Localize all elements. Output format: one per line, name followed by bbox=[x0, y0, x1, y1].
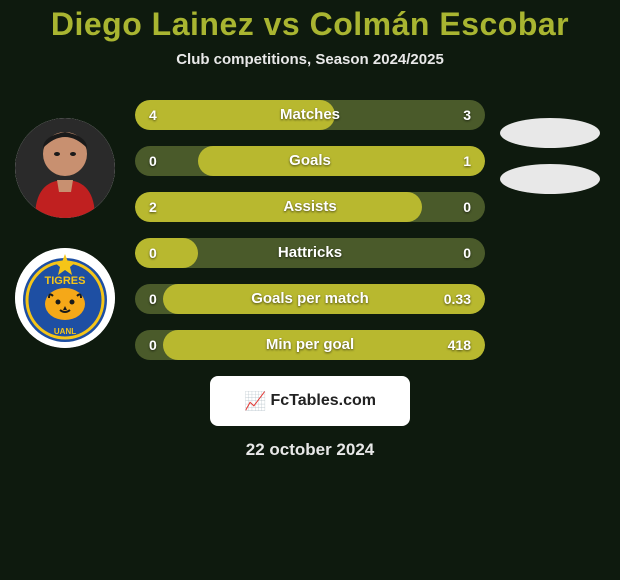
brand-pill: 📈 FcTables.com bbox=[210, 376, 410, 426]
subtitle: Club competitions, Season 2024/2025 bbox=[0, 51, 620, 68]
comparison-content: TIGRES UANL 43Matches 01Goals 20Assists 00H… bbox=[0, 100, 620, 460]
chart-icon: 📈 bbox=[244, 391, 266, 412]
player1-name: Diego Lainez bbox=[51, 6, 254, 42]
page-title: Diego Lainez vs Colmán Escobar bbox=[0, 0, 620, 43]
stat-right-value: 3 bbox=[463, 100, 471, 130]
club-crest: TIGRES UANL bbox=[15, 248, 115, 348]
stat-bar: 20Assists bbox=[135, 192, 485, 222]
brand-text: FcTables.com bbox=[270, 392, 376, 410]
blank-pill-1 bbox=[500, 118, 600, 148]
stat-bar-fill bbox=[163, 284, 485, 314]
date-text: 22 october 2024 bbox=[0, 440, 620, 460]
stat-bar: 00Hattricks bbox=[135, 238, 485, 268]
stat-left-value: 0 bbox=[149, 330, 157, 360]
stat-bar: 0418Min per goal bbox=[135, 330, 485, 360]
svg-text:UANL: UANL bbox=[54, 327, 76, 336]
stat-bar: 00.33Goals per match bbox=[135, 284, 485, 314]
stat-bar-fill bbox=[135, 100, 335, 130]
stat-bar-fill bbox=[198, 146, 485, 176]
tigres-crest-icon: TIGRES UANL bbox=[15, 248, 115, 348]
stat-bar-fill bbox=[163, 330, 485, 360]
player2-name: Colmán Escobar bbox=[310, 6, 570, 42]
vs-text: vs bbox=[264, 6, 301, 42]
player-avatar bbox=[15, 118, 115, 218]
stat-right-value: 0 bbox=[463, 238, 471, 268]
stat-bar: 01Goals bbox=[135, 146, 485, 176]
right-avatar-column bbox=[495, 118, 605, 210]
left-avatar-column: TIGRES UANL bbox=[10, 118, 120, 378]
stat-bar-fill bbox=[135, 238, 198, 268]
stat-bar: 43Matches bbox=[135, 100, 485, 130]
svg-text:TIGRES: TIGRES bbox=[45, 275, 86, 287]
stat-left-value: 0 bbox=[149, 284, 157, 314]
blank-pill-2 bbox=[500, 164, 600, 194]
stat-bar-fill bbox=[135, 192, 422, 222]
stat-bars: 43Matches 01Goals 20Assists 00Hattricks 00.3… bbox=[135, 100, 485, 360]
stat-right-value: 0 bbox=[463, 192, 471, 222]
player-face-icon bbox=[15, 118, 115, 218]
stat-left-value: 0 bbox=[149, 146, 157, 176]
